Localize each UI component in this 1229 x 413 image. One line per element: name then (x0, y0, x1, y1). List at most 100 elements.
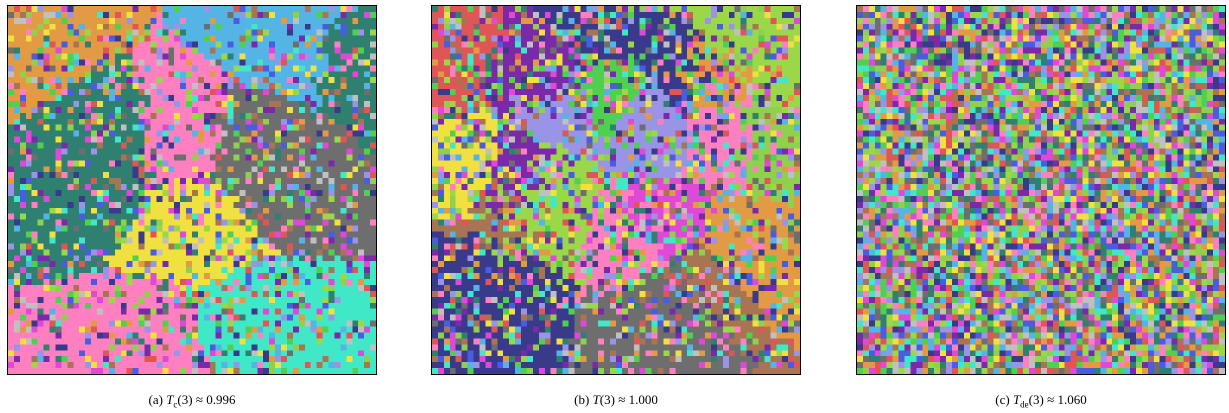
cell (370, 267, 376, 273)
cell (675, 53, 681, 59)
cell (723, 24, 729, 30)
cell (329, 119, 335, 125)
cell (545, 12, 551, 18)
cell (204, 42, 210, 48)
cell (491, 30, 497, 36)
cell (299, 18, 305, 24)
cell (580, 83, 586, 89)
cell (180, 220, 186, 226)
cell (121, 362, 127, 368)
cell (462, 30, 468, 36)
cell (569, 53, 575, 59)
cell (628, 83, 634, 89)
cell (55, 285, 61, 291)
cell (352, 327, 358, 333)
cell (753, 77, 759, 83)
cell (450, 59, 456, 65)
cell (162, 113, 168, 119)
cell (753, 71, 759, 77)
cell (145, 237, 151, 243)
cell (340, 154, 346, 160)
cell (85, 368, 91, 374)
cell (32, 220, 38, 226)
figure: (a) Tc(3) ≈ 0.996 (b) T(3) ≈ 1.000 (c) T… (0, 0, 1229, 413)
cell (204, 321, 210, 327)
cell (121, 178, 127, 184)
cell (145, 243, 151, 249)
cell (257, 24, 263, 30)
cell (346, 143, 352, 149)
cell (26, 315, 32, 321)
cell (180, 83, 186, 89)
cell (55, 190, 61, 196)
cell (299, 327, 305, 333)
cell (38, 154, 44, 160)
cell (14, 148, 20, 154)
cell (305, 6, 311, 12)
cell (358, 350, 364, 356)
cell (85, 303, 91, 309)
cell (352, 214, 358, 220)
cell (198, 160, 204, 166)
cell (293, 285, 299, 291)
cell (234, 321, 240, 327)
cell (162, 184, 168, 190)
cell (127, 178, 133, 184)
cell (275, 166, 281, 172)
cell (73, 48, 79, 54)
cell (174, 143, 180, 149)
cell (323, 350, 329, 356)
cell (239, 350, 245, 356)
cell (646, 83, 652, 89)
cell (192, 65, 198, 71)
cell (658, 53, 664, 59)
cell (97, 356, 103, 362)
cell (479, 48, 485, 54)
cell (468, 12, 474, 18)
cell (180, 327, 186, 333)
cell (281, 315, 287, 321)
cell (91, 77, 97, 83)
cell (794, 42, 800, 48)
cell (616, 36, 622, 42)
cell (150, 232, 156, 238)
cell (317, 285, 323, 291)
cell (687, 30, 693, 36)
cell (139, 285, 145, 291)
cell (139, 332, 145, 338)
cell (462, 77, 468, 83)
cell (180, 137, 186, 143)
cell (299, 101, 305, 107)
cell (364, 321, 370, 327)
cell (32, 30, 38, 36)
cell (257, 89, 263, 95)
cell (38, 368, 44, 374)
cell (287, 243, 293, 249)
cell (186, 12, 192, 18)
cell (521, 12, 527, 18)
cell (358, 30, 364, 36)
cell (788, 65, 794, 71)
cell (334, 12, 340, 18)
cell (186, 356, 192, 362)
cell (370, 166, 376, 172)
cell (468, 83, 474, 89)
cell (340, 53, 346, 59)
cell (91, 6, 97, 12)
cell (503, 53, 509, 59)
cell (257, 30, 263, 36)
cell (162, 143, 168, 149)
cell (245, 309, 251, 315)
cell (97, 332, 103, 338)
cell (61, 202, 67, 208)
cell (234, 24, 240, 30)
cell (770, 83, 776, 89)
cell (616, 113, 622, 119)
cell (91, 350, 97, 356)
cell (364, 12, 370, 18)
cell (228, 243, 234, 249)
cell (61, 137, 67, 143)
cell (150, 6, 156, 12)
cell (592, 30, 598, 36)
cell (239, 71, 245, 77)
